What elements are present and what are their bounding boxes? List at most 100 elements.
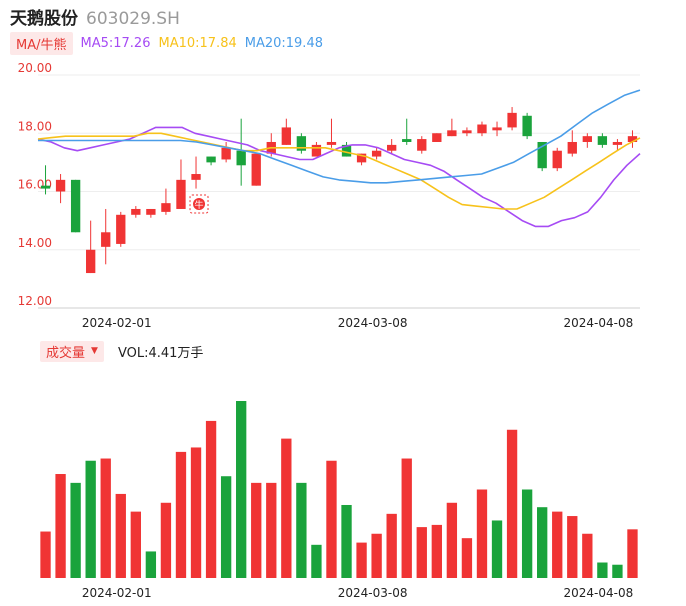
price-tick-label: 16.00	[18, 178, 52, 192]
volume-bar	[311, 544, 322, 578]
bull-marker-frame	[189, 194, 209, 214]
ma-legend: MA/牛熊 MA5:17.26 MA10:17.84 MA20:19.48	[10, 31, 323, 55]
candle-body	[371, 150, 382, 157]
volume-bar	[386, 513, 397, 578]
volume-date-label: 2024-04-08	[564, 586, 634, 600]
volume-bar	[220, 476, 232, 578]
volume-legend: 成交量 ▼ VOL:4.41万手	[40, 340, 204, 362]
volume-bar	[567, 516, 578, 578]
candle-body	[131, 208, 141, 215]
price-tick-label: 18.00	[18, 119, 52, 133]
caret-down-icon: ▼	[91, 346, 98, 356]
volume-bar	[55, 474, 66, 578]
candle-body	[417, 139, 427, 151]
volume-bar	[190, 447, 202, 578]
price-tick-label: 20.00	[18, 61, 52, 75]
candle-body	[492, 127, 502, 131]
volume-bar	[130, 511, 141, 578]
volume-bar	[476, 489, 488, 578]
volume-date-label: 2024-02-01	[82, 586, 152, 600]
volume-bar	[597, 562, 608, 578]
candle-body	[462, 130, 472, 134]
volume-value: VOL:4.41万手	[117, 345, 204, 361]
candle-body	[537, 141, 547, 169]
price-tick-label: 14.00	[18, 236, 52, 250]
volume-bar	[537, 507, 548, 578]
volume-bar	[115, 493, 126, 578]
candle-body	[522, 115, 532, 137]
volume-tag-label: 成交量	[46, 345, 86, 361]
volume-bar	[416, 527, 427, 578]
ma-toggle-button[interactable]: MA/牛熊	[10, 31, 73, 55]
candle-body	[116, 214, 126, 244]
ma10-label: MA10:17.84	[158, 35, 237, 51]
candle-body	[161, 203, 171, 212]
volume-bar	[521, 489, 533, 578]
stock-header: 天鹅股份 603029.SH	[10, 4, 180, 29]
candle-body	[70, 179, 81, 233]
candle-body	[341, 144, 352, 157]
stock-code: 603029.SH	[86, 9, 180, 29]
volume-bar	[175, 451, 187, 578]
ma20-label: MA20:19.48	[244, 35, 323, 51]
candle-body	[387, 144, 397, 151]
volume-bar	[627, 529, 638, 578]
volume-bar	[100, 458, 111, 578]
bull-marker-label: 牛	[195, 199, 204, 211]
volume-bar	[401, 458, 412, 578]
volume-bar	[70, 482, 81, 578]
volume-bar	[431, 524, 442, 578]
volume-date-label: 2024-03-08	[338, 586, 408, 600]
volume-bar	[552, 511, 563, 578]
volume-bar	[506, 429, 518, 578]
candle-body	[236, 150, 246, 166]
price-tick-label: 12.00	[18, 294, 52, 308]
volume-bar	[296, 482, 307, 578]
volume-bar	[356, 542, 367, 578]
ma10-line	[37, 132, 641, 210]
volume-bar	[341, 504, 352, 578]
volume-bar	[371, 533, 382, 578]
candle-body	[40, 185, 51, 189]
volume-bar	[612, 564, 623, 578]
ma20-line	[38, 89, 641, 184]
candle-body	[567, 141, 577, 154]
candle-body	[582, 136, 592, 142]
candle-body	[356, 153, 367, 163]
candle-body	[176, 179, 186, 209]
volume-bar	[160, 502, 172, 578]
candle-body	[402, 139, 412, 142]
candle-body	[86, 249, 96, 274]
candle-body	[296, 136, 307, 151]
date-tick-label: 2024-04-08	[564, 316, 634, 330]
candle-body	[311, 144, 322, 157]
candle-body	[206, 156, 216, 163]
date-tick-label: 2024-03-08	[338, 316, 408, 330]
volume-bar	[491, 520, 503, 578]
volume-bar	[236, 401, 247, 578]
ma5-label: MA5:17.26	[80, 35, 151, 51]
candle-body	[597, 136, 608, 145]
candle-body	[627, 136, 638, 142]
volume-bar	[281, 438, 292, 578]
candle-body	[281, 127, 291, 145]
candle-body	[221, 147, 231, 160]
candle-body	[101, 232, 111, 247]
volume-indicator-dropdown[interactable]: 成交量 ▼	[40, 340, 104, 362]
volume-bar	[85, 460, 96, 578]
candle-body	[507, 112, 517, 128]
candle-body	[432, 133, 442, 142]
date-tick-label: 2024-02-01	[82, 316, 152, 330]
candle-body	[55, 179, 66, 192]
bull-marker-icon	[193, 198, 206, 210]
volume-bar	[326, 460, 337, 578]
volume-bar	[251, 482, 262, 578]
candle-body	[447, 130, 457, 137]
volume-bar	[266, 482, 277, 578]
volume-bar	[461, 538, 473, 578]
candle-body	[477, 124, 487, 134]
volume-bar	[145, 551, 157, 578]
candle-body	[146, 208, 156, 215]
candle-body	[191, 174, 201, 180]
